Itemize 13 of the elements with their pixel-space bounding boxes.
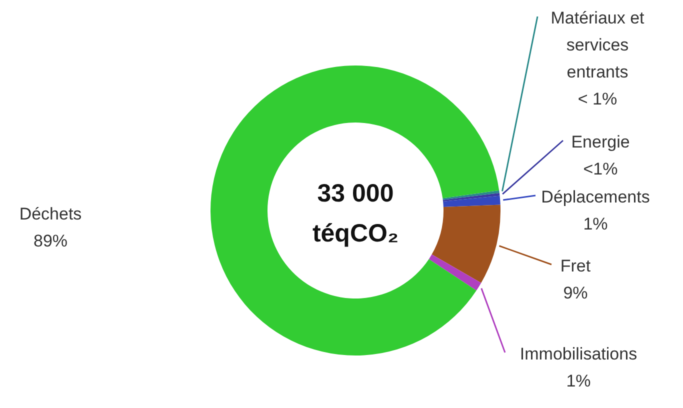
slice-label: Matériaux et services entrants	[550, 8, 645, 82]
slice-label: Fret	[560, 256, 591, 276]
data-label: 1%	[566, 372, 591, 390]
data-label: 1%	[583, 214, 608, 234]
text: 33 000 téqCO₂	[312, 180, 399, 248]
slice-label: Déplacements	[541, 188, 650, 206]
slice-label: Immobilisations	[520, 344, 638, 364]
slice-label: Déchets	[19, 204, 82, 224]
data-label: <1%	[583, 160, 618, 178]
data-label: < 1%	[578, 90, 618, 108]
slice-label: Energie	[571, 132, 630, 152]
data-label: 89%	[33, 232, 68, 250]
data-label: 9%	[563, 284, 588, 302]
